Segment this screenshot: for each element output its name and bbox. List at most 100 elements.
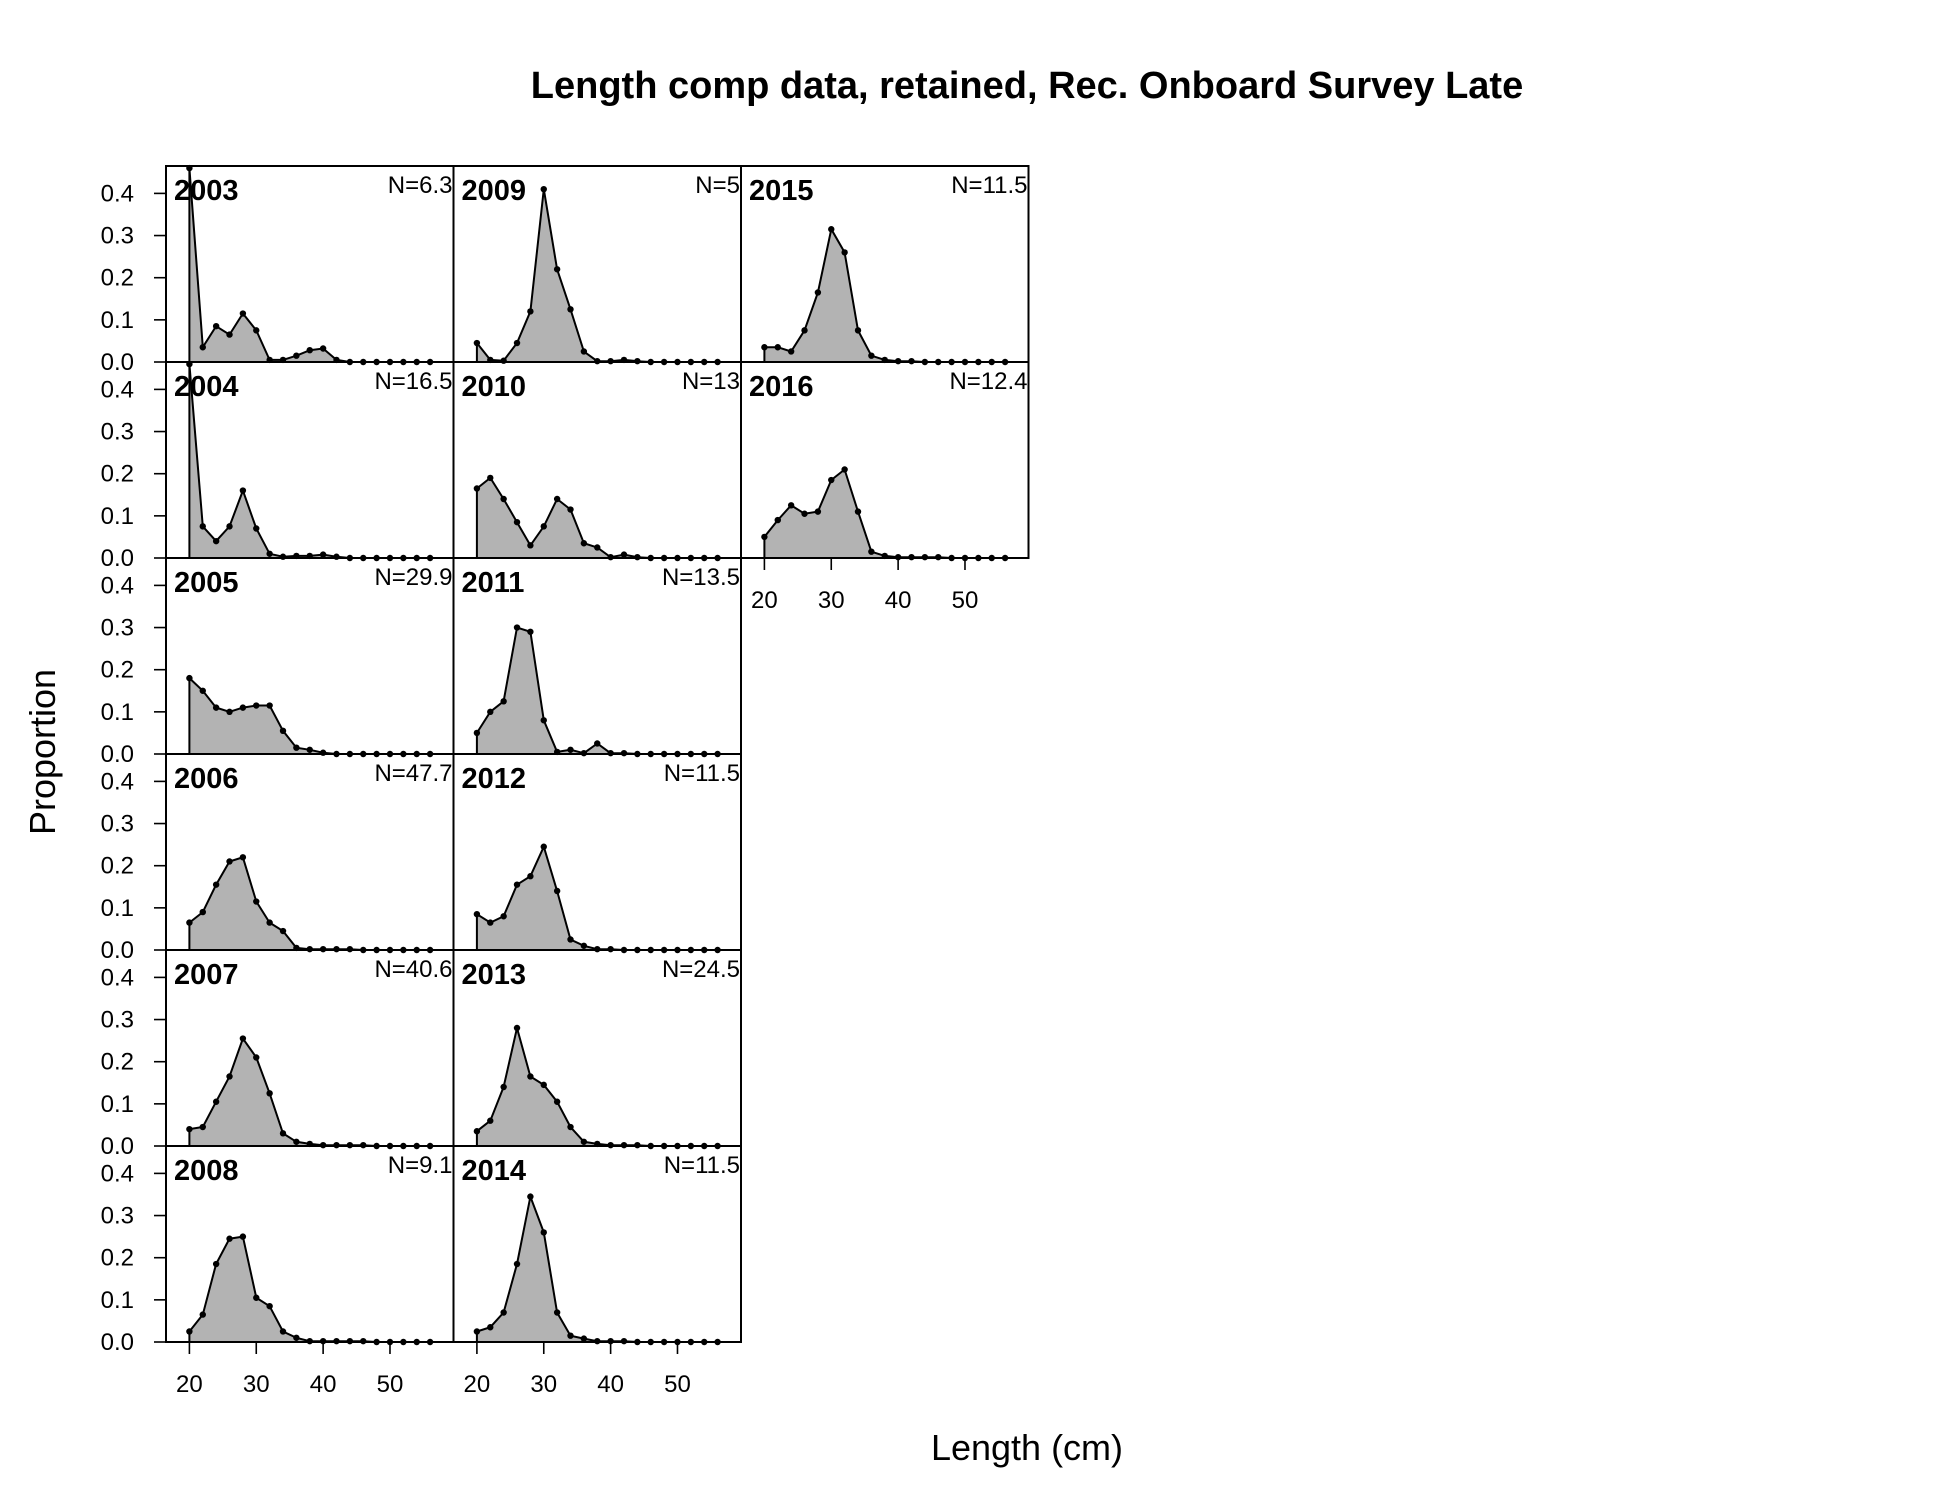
data-point (199, 908, 206, 916)
y-axis-label: Proportion (22, 669, 63, 835)
data-point (266, 550, 273, 557)
data-point (199, 1123, 206, 1131)
data-point (540, 1081, 547, 1089)
y-tick-label: 0.3 (101, 419, 134, 446)
data-point (567, 306, 574, 313)
panel-year-label: 2015 (749, 175, 814, 207)
data-point (266, 919, 273, 926)
data-point (841, 466, 848, 473)
data-point (212, 537, 220, 545)
x-tick-label: 20 (464, 1371, 491, 1398)
area-fill-2010 (476, 477, 718, 558)
data-point (500, 698, 507, 705)
data-point (239, 1035, 247, 1042)
data-point (868, 548, 875, 555)
panel-n-label: N=9.1 (388, 1152, 453, 1179)
data-point (500, 1309, 507, 1316)
panel-n-label: N=29.9 (374, 564, 452, 591)
data-point (306, 746, 313, 753)
area-fill-2015 (764, 229, 1006, 362)
data-point (553, 266, 561, 273)
data-point (253, 525, 260, 532)
data-point (253, 1054, 260, 1061)
area-fill-2011 (476, 627, 718, 754)
data-point (279, 1328, 287, 1335)
data-point (801, 327, 808, 334)
panel-2009: 2009 N=5 (452, 165, 742, 366)
data-point (226, 523, 233, 530)
data-point (239, 487, 247, 494)
data-point (253, 702, 260, 709)
data-point (527, 308, 534, 315)
y-tick-label: 0.0 (101, 1329, 134, 1356)
data-point (306, 346, 313, 354)
x-tick-label: 50 (664, 1371, 691, 1398)
data-point (473, 729, 481, 737)
panel-2006: 2006 N=47.7 0.0 0.1 0.2 0.3 0.4 (101, 753, 455, 964)
data-point (567, 506, 574, 513)
panel-year-label: 2010 (462, 371, 527, 403)
data-point (473, 910, 481, 918)
data-point (580, 348, 588, 355)
data-point (253, 327, 260, 334)
data-point (199, 344, 206, 351)
data-point (567, 1332, 574, 1339)
panel-n-label: N=13 (682, 368, 740, 395)
panel-2003: 2003 N=6.3 0.0 0.1 0.2 0.3 0.4 (101, 164, 455, 376)
data-point (279, 927, 287, 935)
y-tick-label: 0.0 (101, 349, 134, 376)
y-tick-label: 0.4 (101, 1160, 134, 1187)
panel-2005: 2005 N=29.9 0.0 0.1 0.2 0.3 0.4 (101, 557, 455, 768)
data-point (473, 1328, 481, 1335)
y-tick-label: 0.2 (101, 265, 134, 292)
panel-year-label: 2004 (174, 371, 239, 403)
panel-2013: 2013 N=24.5 (452, 949, 742, 1150)
data-point (186, 674, 193, 682)
x-tick-label: 20 (176, 1371, 203, 1398)
x-axis-label: Length (cm) (931, 1427, 1123, 1468)
y-tick-label: 0.2 (101, 461, 134, 488)
x-tick-label: 40 (310, 1371, 337, 1398)
data-point (868, 352, 875, 359)
area-fill-2009 (476, 189, 718, 362)
data-point (186, 919, 193, 926)
panel-year-label: 2003 (174, 175, 239, 207)
y-tick-label: 0.3 (101, 1007, 134, 1034)
data-point (841, 249, 848, 256)
panel-year-label: 2005 (174, 567, 239, 599)
data-point (567, 936, 574, 943)
data-point (553, 1098, 561, 1105)
data-point (828, 476, 835, 484)
y-tick-label: 0.3 (101, 811, 134, 838)
data-point (487, 474, 494, 482)
area-fill-2003 (189, 168, 431, 362)
data-point (473, 339, 481, 347)
panel-n-label: N=13.5 (662, 564, 740, 591)
y-tick-label: 0.4 (101, 180, 134, 207)
area-fill-2006 (189, 857, 431, 950)
data-point (854, 327, 862, 334)
data-point (212, 1098, 220, 1105)
data-point (279, 1130, 287, 1137)
panel-n-label: N=40.6 (374, 956, 452, 983)
panel-n-label: N=12.4 (949, 368, 1027, 395)
data-point (527, 1193, 534, 1200)
data-point (620, 551, 628, 558)
x-tick-label: 30 (530, 1371, 557, 1398)
data-point (801, 510, 808, 517)
data-point (540, 523, 547, 530)
data-point (513, 518, 521, 526)
panel-n-label: N=11.5 (951, 172, 1027, 199)
data-point (553, 887, 561, 895)
y-tick-label: 0.1 (101, 895, 134, 922)
data-point (527, 873, 534, 880)
data-point (212, 704, 220, 711)
area-fill-2012 (476, 846, 718, 950)
panel-2015: 2015 N=11.5 (740, 165, 1030, 366)
data-point (226, 858, 233, 865)
data-point (199, 687, 206, 694)
panel-year-label: 2016 (749, 371, 814, 403)
data-point (226, 1235, 233, 1242)
y-tick-label: 0.1 (101, 699, 134, 726)
data-point (580, 540, 588, 547)
